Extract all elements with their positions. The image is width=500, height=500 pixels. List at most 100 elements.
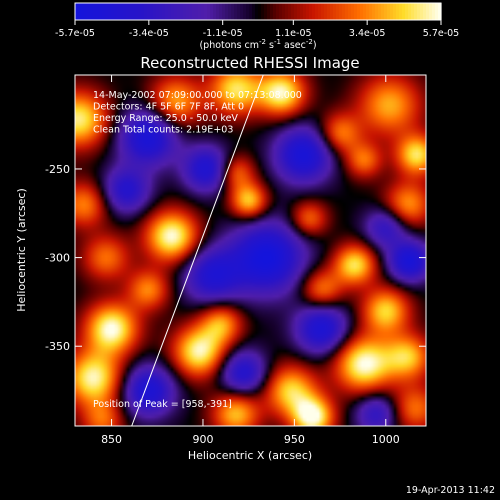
colorbar-swatch [267,3,271,20]
colorbar-swatch [342,3,346,20]
colorbar-swatch [75,3,79,20]
x-tick-label: 1000 [372,433,400,446]
colorbar-swatch [138,3,142,20]
colorbar-swatch [102,3,106,20]
colorbar-swatch [420,3,424,20]
colorbar-swatch [213,3,217,20]
heatmap-image [75,75,426,426]
colorbar-swatch [354,3,358,20]
colorbar-swatch [198,3,202,20]
colorbar-swatch [411,3,415,20]
colorbar-swatch [333,3,337,20]
colorbar-frame [74,2,442,21]
colorbar-swatch [315,3,319,20]
colorbar-swatch [405,3,409,20]
chart-title: Reconstructed RHESSI Image [140,54,359,72]
colorbar-swatch [327,3,331,20]
colorbar-swatch [402,3,406,20]
colorbar-swatch [330,3,334,20]
colorbar-swatch [144,3,148,20]
colorbar-swatch [417,3,421,20]
colorbar-swatch [126,3,130,20]
y-tick-label: -350 [45,340,70,353]
colorbar-swatch [294,3,298,20]
colorbar-tick-label: 5.7e-05 [423,28,459,39]
colorbar-swatch [93,3,97,20]
colorbar-swatch [129,3,133,20]
colorbar-swatch [390,3,394,20]
colorbar-swatch [165,3,169,20]
annotation-line: Clean Total counts: 2.19E+03 [93,125,233,136]
limb-line [131,75,264,426]
colorbar-swatch [393,3,397,20]
colorbar-swatch [396,3,400,20]
y-axis-label: Heliocentric Y (arcsec) [15,188,28,312]
colorbar-swatch [207,3,211,20]
colorbar-swatch [264,3,268,20]
colorbar-swatch [387,3,391,20]
x-tick-label: 950 [284,433,305,446]
colorbar-swatch [174,3,178,20]
colorbar-swatch [309,3,313,20]
colorbar-swatch [291,3,295,20]
colorbar-swatch [111,3,115,20]
colorbar-swatch [345,3,349,20]
y-axis-ticks: -350 -300 -250 [45,163,426,353]
colorbar-swatch [120,3,124,20]
colorbar-swatch [99,3,103,20]
colorbar-swatch [159,3,163,20]
colorbar-swatch [300,3,304,20]
colorbar-swatch [348,3,352,20]
colorbar-swatch [231,3,235,20]
colorbar-swatch [87,3,91,20]
y-tick-label: -300 [45,252,70,265]
colorbar-ticks [74,20,442,25]
colorbar-swatch [366,3,370,20]
colorbar-swatch [216,3,220,20]
annotation-block: 14-May-2002 07:09:00.000 to 07:13:08.000… [93,90,302,136]
colorbar-swatch [234,3,238,20]
colorbar-swatch [282,3,286,20]
colorbar-swatch [276,3,280,20]
peak-position-label: Position of Peak = [958,-391] [93,399,232,410]
colorbar-swatch [324,3,328,20]
colorbar-swatch [195,3,199,20]
colorbar-swatch [381,3,385,20]
colorbar-swatch [339,3,343,20]
colorbar-swatch [180,3,184,20]
colorbar-swatch [141,3,145,20]
colorbar-swatch [222,3,226,20]
colorbar-swatch [306,3,310,20]
colorbar-swatch [258,3,262,20]
colorbar-swatch [210,3,214,20]
colorbar-swatch [186,3,190,20]
colorbar-swatch [105,3,109,20]
colorbar-swatch [114,3,118,20]
colorbar-swatch [426,3,430,20]
colorbar-gradient [75,3,442,20]
colorbar-swatch [285,3,289,20]
colorbar-swatch [150,3,154,20]
plot-frame [74,74,427,427]
y-tick-label: -250 [45,163,70,176]
colorbar-swatch [288,3,292,20]
colorbar-swatch [249,3,253,20]
colorbar-swatch [153,3,157,20]
colorbar-swatch [369,3,373,20]
colorbar-swatch [399,3,403,20]
colorbar-swatch [351,3,355,20]
colorbar-swatch [171,3,175,20]
annotation-line: Detectors: 4F 5F 6F 7F 8F, Att 0 [93,102,244,113]
colorbar-swatch [90,3,94,20]
colorbar-swatch [273,3,277,20]
colorbar-swatch [168,3,172,20]
colorbar-swatch [132,3,136,20]
annotation-line: Energy Range: 25.0 - 50.0 keV [93,113,238,124]
colorbar-swatch [240,3,244,20]
colorbar-unit-label: (photons cm-2 s-1 asec-2) [199,38,316,51]
colorbar-swatch [189,3,193,20]
colorbar-swatch [225,3,229,20]
colorbar-swatch [78,3,82,20]
colorbar-swatch [192,3,196,20]
colorbar-swatch [435,3,439,20]
